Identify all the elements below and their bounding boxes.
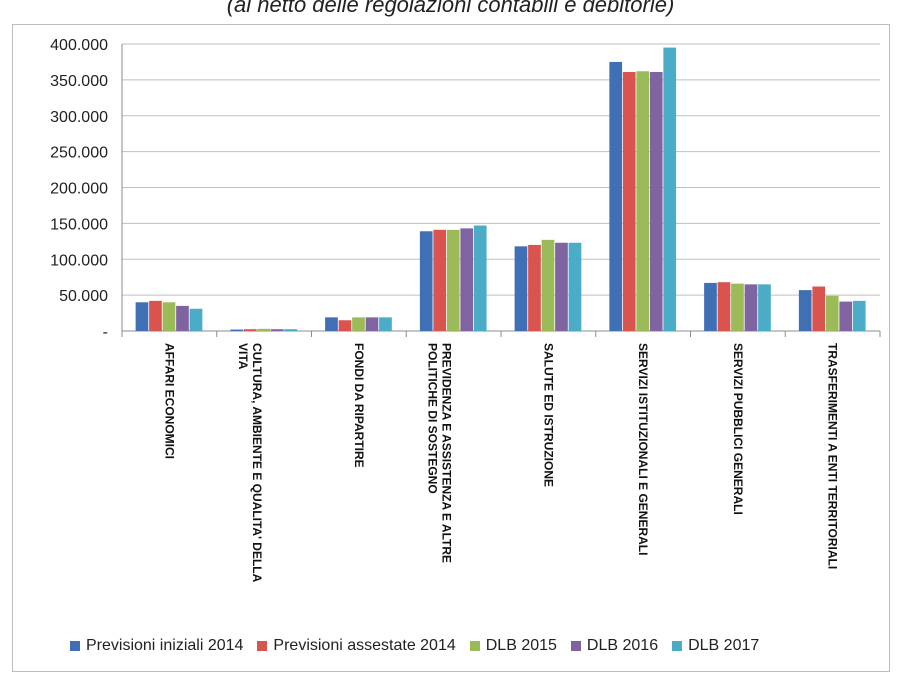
bar (744, 284, 758, 331)
chart-subtitle: (al netto delle regolazioni contabili e … (226, 0, 675, 17)
bar (528, 244, 541, 331)
bar (460, 228, 474, 331)
x-category-label-line: PREVIDENZA E ASSISTENZA E ALTRE (440, 343, 454, 563)
x-category-label-line: VITA (236, 343, 250, 370)
x-category-label: FONDI DA RIPARTIRE (352, 343, 366, 468)
bar (338, 320, 352, 331)
x-category-label-line: POLITICHE DI SOSTEGNO (426, 343, 440, 494)
x-category-label-line: TRASFERIMENTI A ENTI TERRITORIALI (826, 343, 840, 569)
bar (717, 282, 731, 331)
x-category-label: SALUTE ED ISTRUZIONE (541, 343, 555, 487)
x-category-label-line: SERVIZI PUBBLICI GENERALI (731, 343, 745, 515)
legend-label: DLB 2017 (688, 637, 760, 654)
bar (176, 305, 189, 331)
bar (622, 71, 636, 332)
bar (649, 71, 663, 332)
y-tick-label: 150.000 (50, 216, 108, 233)
x-category-label: SERVIZI PUBBLICI GENERALI (731, 343, 745, 515)
bar (825, 295, 839, 331)
bar (433, 229, 447, 331)
bar (473, 225, 487, 331)
bar (839, 301, 853, 331)
x-category-label-line: SALUTE ED ISTRUZIONE (541, 343, 555, 487)
legend-label: Previsioni assestate 2014 (273, 637, 456, 654)
bar (704, 282, 717, 331)
bar (189, 308, 203, 331)
bar (162, 302, 176, 331)
bar (284, 329, 298, 331)
bar (230, 329, 244, 331)
bar (798, 290, 812, 331)
y-tick-label: 300.000 (50, 109, 108, 126)
bar (852, 300, 866, 331)
bar (270, 329, 284, 331)
legend-swatch (570, 641, 581, 651)
y-tick-label: 200.000 (50, 181, 108, 198)
bar (541, 239, 555, 331)
legend-item: Previsioni assestate 2014 (257, 637, 456, 655)
bar (149, 300, 162, 331)
bar (446, 229, 460, 331)
legend-label: Previsioni iniziali 2014 (86, 637, 244, 654)
x-category-label-line: FONDI DA RIPARTIRE (352, 343, 366, 468)
legend-item: DLB 2017 (672, 637, 759, 655)
bar (636, 71, 650, 331)
bar (758, 284, 771, 331)
legend-item: Previsioni iniziali 2014 (70, 637, 243, 655)
bar (731, 283, 744, 331)
legend-item: DLB 2015 (469, 637, 557, 655)
bar (135, 302, 149, 331)
bar (555, 242, 568, 331)
y-tick-label: 250.000 (50, 145, 108, 162)
legend-swatch (672, 641, 683, 651)
x-category-label: PREVIDENZA E ASSISTENZA E ALTREPOLITICHE… (426, 343, 454, 563)
legend-label: DLB 2016 (586, 637, 659, 654)
y-tick-label: - (103, 324, 108, 341)
x-category-label-line: CULTURA, AMBIENTE E QUALITA' DELLA (250, 343, 264, 583)
bar (365, 317, 379, 331)
y-tick-label: 50.000 (59, 288, 108, 305)
legend-item: DLB 2016 (570, 637, 659, 655)
x-category-label: AFFARI ECONOMICI (162, 343, 176, 459)
bar (514, 246, 528, 331)
x-category-label-line: SERVIZI ISTITUZIONALI E GENERALI (636, 343, 650, 555)
bar (609, 61, 623, 331)
legend-label: DLB 2015 (485, 637, 557, 654)
bar (352, 317, 365, 331)
x-category-label: TRASFERIMENTI A ENTI TERRITORIALI (826, 343, 840, 569)
bar (257, 328, 271, 331)
bar (325, 317, 338, 331)
y-tick-label: 350.000 (50, 73, 108, 90)
x-category-label-line: AFFARI ECONOMICI (162, 343, 176, 459)
legend-swatch (257, 641, 268, 651)
y-tick-label: 100.000 (50, 252, 108, 269)
bar (663, 47, 677, 332)
bar (419, 231, 433, 331)
legend-swatch (70, 641, 80, 651)
bar (812, 286, 826, 331)
legend-swatch (469, 641, 480, 651)
bar (379, 317, 392, 331)
bar (243, 329, 257, 331)
bar (568, 242, 582, 331)
y-tick-label: 400.000 (50, 37, 108, 54)
chart-frame (12, 24, 890, 672)
x-category-label: SERVIZI ISTITUZIONALI E GENERALI (636, 343, 650, 555)
chart-legend: Previsioni iniziali 2014 Previsioni asses… (70, 637, 759, 655)
